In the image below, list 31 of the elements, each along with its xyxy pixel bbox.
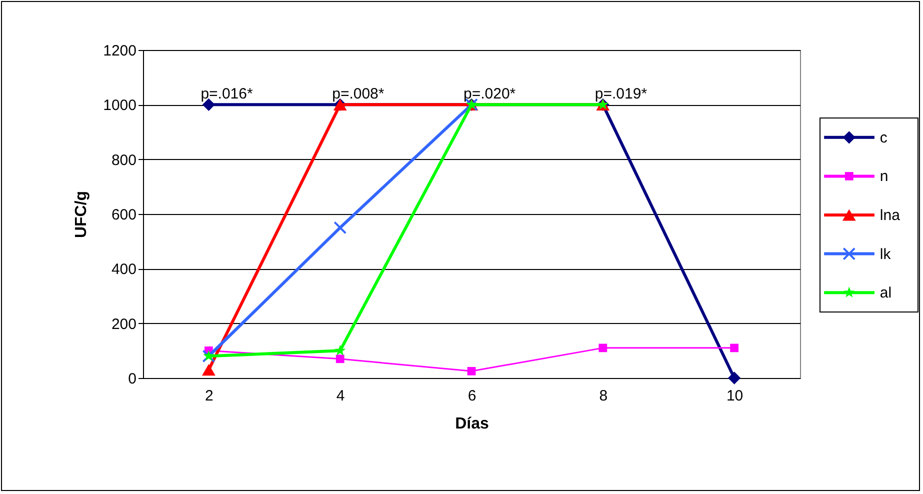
point <box>598 344 608 352</box>
annotation: p=.019* <box>594 86 648 103</box>
y-tick-label: 0 <box>128 370 136 388</box>
point <box>467 366 476 376</box>
x-tick-label: 10 <box>726 388 744 404</box>
annotation: p=.008* <box>332 86 384 103</box>
point <box>202 364 216 376</box>
legend-label: c <box>880 129 888 146</box>
y-tick-label: 600 <box>111 206 136 224</box>
x-tick-label: 2 <box>205 388 214 404</box>
y-tick-label: 200 <box>111 316 136 333</box>
x-axis-title: Días <box>455 416 489 432</box>
x-tick-label: 8 <box>599 388 608 404</box>
x-tick-label: 6 <box>468 388 476 404</box>
y-tick-label: 800 <box>111 152 136 169</box>
point <box>728 372 741 384</box>
y-axis-title: UFC/g <box>73 190 90 238</box>
point <box>334 344 346 356</box>
legend-label: al <box>880 284 892 302</box>
point <box>334 221 347 234</box>
legend-label: lna <box>880 207 901 224</box>
y-tick-label: 1200 <box>103 42 136 60</box>
point <box>730 344 738 352</box>
annotation: p=.016* <box>200 86 253 103</box>
point <box>336 354 344 364</box>
legend-label: n <box>880 168 888 186</box>
y-tick-label: 400 <box>111 261 136 278</box>
y-tick-label: 1000 <box>103 97 136 114</box>
annotation: p=.020* <box>464 86 516 103</box>
x-tick-label: 4 <box>336 388 345 404</box>
legend-label: lk <box>880 246 892 263</box>
